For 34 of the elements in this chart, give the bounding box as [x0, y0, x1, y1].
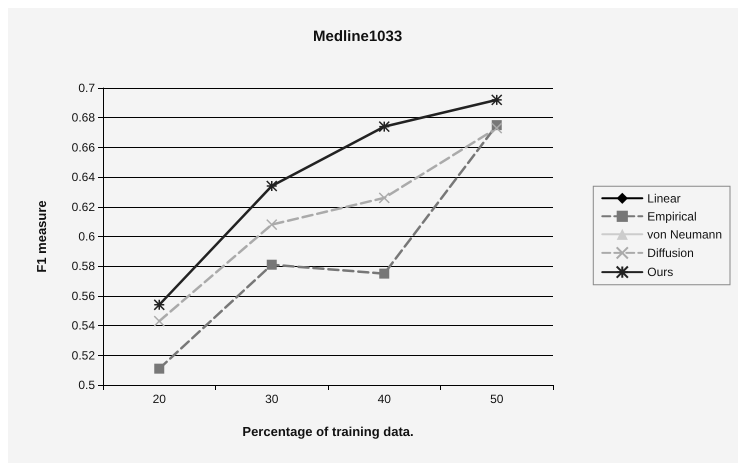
point	[154, 364, 164, 374]
y-tick-label: 0.7	[78, 81, 96, 95]
legend-label: Diffusion	[647, 246, 694, 260]
x-tick-label: 50	[490, 392, 504, 406]
y-tick-label: 0.58	[72, 259, 96, 274]
point	[154, 299, 165, 311]
point	[266, 218, 278, 230]
y-tick-label: 0.52	[72, 348, 96, 362]
y-tick-label: 0.5	[78, 378, 96, 392]
legend-label: Linear	[647, 191, 681, 206]
legend-label: Empirical	[647, 209, 697, 224]
y-axis-title: F1 measure	[34, 200, 49, 273]
point	[491, 94, 502, 106]
chart-title: Medline1033	[313, 28, 402, 45]
y-tick-label: 0.68	[72, 110, 96, 125]
point	[266, 180, 278, 192]
legend-label: von Neumann	[647, 227, 722, 242]
x-tick-label: 30	[265, 392, 279, 406]
y-tick-label: 0.64	[72, 170, 96, 184]
point	[378, 192, 390, 204]
point	[378, 120, 390, 132]
y-tick-label: 0.62	[72, 200, 96, 214]
point	[379, 268, 390, 279]
point	[266, 260, 277, 270]
x-tick-label: 20	[152, 392, 166, 406]
legend-label: Ours	[647, 265, 674, 280]
y-tick-label: 0.66	[72, 140, 96, 154]
x-tick-label: 40	[378, 392, 392, 406]
y-tick-label: 0.6	[78, 230, 96, 244]
point	[154, 315, 165, 327]
y-tick-label: 0.54	[72, 318, 96, 333]
y-tick-label: 0.56	[72, 288, 96, 303]
point	[491, 122, 502, 134]
x-axis-title: Percentage of training data.	[242, 424, 414, 439]
